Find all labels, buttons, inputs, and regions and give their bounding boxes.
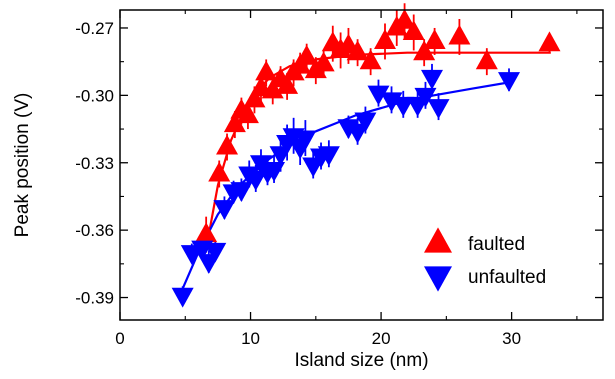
- y-tick-label: -0.27: [75, 19, 114, 38]
- faulted-point: [276, 74, 299, 94]
- faulted-point: [255, 60, 278, 81]
- unfaulted-point: [263, 161, 286, 182]
- x-tick-labels: 0 10 20 30: [115, 329, 521, 348]
- faulted-point: [216, 134, 239, 155]
- faulted-point: [402, 20, 425, 40]
- faulted-point: [236, 103, 259, 124]
- unfaulted-point: [294, 130, 317, 151]
- faulted-point: [208, 161, 231, 182]
- unfaulted-point: [414, 87, 437, 108]
- plot-frame: [119, 9, 604, 321]
- unfaulted-point: [392, 96, 415, 117]
- y-tick-label: -0.36: [75, 221, 114, 240]
- legend-label-faulted: faulted: [468, 234, 525, 255]
- unfaulted-point: [171, 287, 194, 308]
- x-tick-label: 10: [241, 329, 260, 348]
- y-tick-label: -0.39: [75, 289, 114, 308]
- unfaulted-point: [420, 69, 443, 90]
- unfaulted-point: [213, 200, 236, 220]
- unfaulted-point: [317, 146, 340, 167]
- y-tick-label: -0.33: [75, 154, 114, 173]
- unfaulted-point: [230, 182, 253, 202]
- y-axis-label: Peak position (V): [12, 93, 33, 238]
- legend-marker-unfaulted: [424, 266, 452, 292]
- faulted-point: [295, 44, 318, 65]
- y-tick-labels: -0.27 -0.30 -0.33 -0.36 -0.39: [75, 19, 114, 308]
- faulted-point: [373, 29, 396, 49]
- x-tick-label: 20: [372, 329, 391, 348]
- faulted-point: [312, 51, 335, 72]
- faulted-point: [359, 49, 382, 70]
- faulted-point: [393, 8, 416, 29]
- unfaulted-point: [354, 112, 377, 133]
- faulted-point: [413, 40, 436, 61]
- x-axis-label: Island size (nm): [294, 350, 428, 371]
- faulted-point: [423, 29, 446, 49]
- faulted-point: [346, 40, 369, 61]
- data-markers: [171, 8, 561, 308]
- unfaulted-point: [367, 85, 390, 106]
- unfaulted-point: [244, 170, 267, 191]
- unfaulted-point: [204, 242, 227, 263]
- faulted-point: [475, 49, 498, 70]
- legend: faulted unfaulted: [424, 227, 546, 292]
- y-tick-label: -0.30: [75, 86, 114, 105]
- x-tick-label: 30: [502, 329, 521, 348]
- x-tick-label: 0: [115, 329, 124, 348]
- unfaulted-point: [346, 123, 369, 144]
- error-bars: [181, 3, 551, 305]
- faulted-point: [223, 112, 246, 133]
- unfaulted-point: [498, 72, 521, 92]
- unfaulted-point: [427, 99, 450, 119]
- legend-marker-faulted: [424, 227, 452, 253]
- faulted-point: [538, 31, 561, 52]
- faulted-point: [448, 24, 471, 45]
- faulted-point: [243, 87, 266, 108]
- legend-label-unfaulted: unfaulted: [468, 267, 546, 288]
- faulted-point: [195, 222, 218, 243]
- axis-ticks: [119, 10, 603, 320]
